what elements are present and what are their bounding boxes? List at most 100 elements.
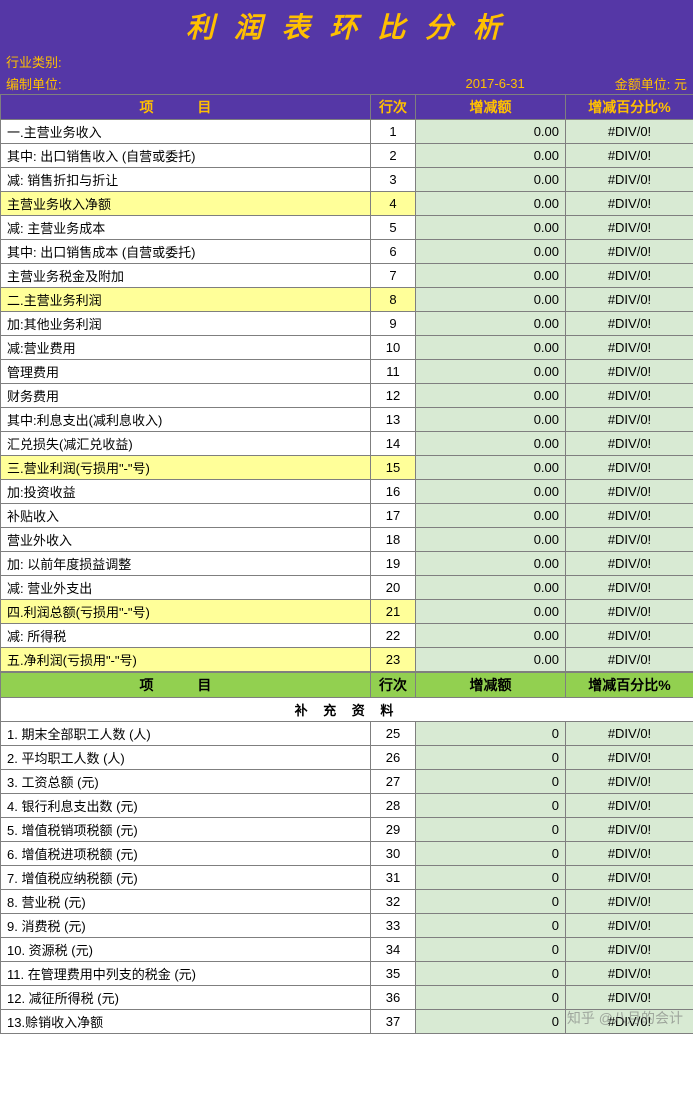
- cell-rowno: 2: [371, 144, 416, 168]
- cell-amount: 0.00: [416, 432, 566, 456]
- sup-hdr-item: 项 目: [1, 673, 371, 698]
- cell-label: 主营业务收入净额: [1, 192, 371, 216]
- cell-pct: #DIV/0!: [566, 648, 693, 672]
- cell-rowno: 35: [371, 962, 416, 986]
- currency-label: 金额单位: 元: [615, 74, 687, 93]
- cell-rowno: 21: [371, 600, 416, 624]
- table-row: 其中:利息支出(减利息收入)130.00#DIV/0!: [1, 408, 693, 432]
- cell-amount: 0.00: [416, 408, 566, 432]
- cell-rowno: 14: [371, 432, 416, 456]
- cell-pct: #DIV/0!: [566, 288, 693, 312]
- cell-amount: 0.00: [416, 552, 566, 576]
- sup-hdr-rowno: 行次: [371, 673, 416, 698]
- cell-pct: #DIV/0!: [566, 384, 693, 408]
- table-row: 加:其他业务利润90.00#DIV/0!: [1, 312, 693, 336]
- cell-pct: #DIV/0!: [566, 216, 693, 240]
- table-row: 减:营业费用100.00#DIV/0!: [1, 336, 693, 360]
- cell-pct: #DIV/0!: [566, 1010, 693, 1034]
- cell-pct: #DIV/0!: [566, 624, 693, 648]
- cell-pct: #DIV/0!: [566, 818, 693, 842]
- cell-label: 1. 期末全部职工人数 (人): [1, 722, 371, 746]
- cell-rowno: 37: [371, 1010, 416, 1034]
- cell-label: 5. 增值税销项税额 (元): [1, 818, 371, 842]
- cell-amount: 0.00: [416, 240, 566, 264]
- cell-amount: 0: [416, 962, 566, 986]
- cell-rowno: 31: [371, 866, 416, 890]
- cell-pct: #DIV/0!: [566, 192, 693, 216]
- cell-rowno: 10: [371, 336, 416, 360]
- supplement-title: 补 充 资 料: [1, 698, 693, 722]
- cell-rowno: 29: [371, 818, 416, 842]
- table-row: 四.利润总额(亏损用"-"号)210.00#DIV/0!: [1, 600, 693, 624]
- cell-label: 7. 增值税应纳税额 (元): [1, 866, 371, 890]
- table-row: 5. 增值税销项税额 (元)290#DIV/0!: [1, 818, 693, 842]
- cell-label: 13.赊销收入净额: [1, 1010, 371, 1034]
- cell-label: 2. 平均职工人数 (人): [1, 746, 371, 770]
- cell-pct: #DIV/0!: [566, 120, 693, 144]
- cell-label: 四.利润总额(亏损用"-"号): [1, 600, 371, 624]
- cell-label: 9. 消费税 (元): [1, 914, 371, 938]
- cell-amount: 0.00: [416, 600, 566, 624]
- table-row: 加:投资收益160.00#DIV/0!: [1, 480, 693, 504]
- cell-amount: 0.00: [416, 216, 566, 240]
- table-row: 财务费用120.00#DIV/0!: [1, 384, 693, 408]
- cell-amount: 0.00: [416, 264, 566, 288]
- cell-rowno: 16: [371, 480, 416, 504]
- cell-amount: 0.00: [416, 648, 566, 672]
- cell-rowno: 3: [371, 168, 416, 192]
- cell-label: 二.主营业务利润: [1, 288, 371, 312]
- cell-rowno: 12: [371, 384, 416, 408]
- cell-pct: #DIV/0!: [566, 746, 693, 770]
- cell-pct: #DIV/0!: [566, 914, 693, 938]
- cell-amount: 0.00: [416, 576, 566, 600]
- cell-pct: #DIV/0!: [566, 576, 693, 600]
- cell-label: 加:投资收益: [1, 480, 371, 504]
- cell-pct: #DIV/0!: [566, 962, 693, 986]
- cell-rowno: 34: [371, 938, 416, 962]
- cell-rowno: 23: [371, 648, 416, 672]
- cell-amount: 0.00: [416, 288, 566, 312]
- cell-pct: #DIV/0!: [566, 938, 693, 962]
- table-row: 汇兑损失(减汇兑收益)140.00#DIV/0!: [1, 432, 693, 456]
- cell-label: 加: 以前年度损益调整: [1, 552, 371, 576]
- cell-rowno: 17: [371, 504, 416, 528]
- cell-amount: 0: [416, 890, 566, 914]
- table-row: 二.主营业务利润80.00#DIV/0!: [1, 288, 693, 312]
- cell-label: 减: 所得税: [1, 624, 371, 648]
- supplement-section: 补 充 资 料 项 目 行次 增减额 增减百分比% 1. 期末全部职工人数 (人…: [0, 672, 693, 1034]
- cell-rowno: 26: [371, 746, 416, 770]
- sup-hdr-pct: 增减百分比%: [566, 673, 693, 698]
- cell-pct: #DIV/0!: [566, 794, 693, 818]
- cell-label: 补贴收入: [1, 504, 371, 528]
- profit-analysis-sheet: 利 润 表 环 比 分 析 行业类别: 编制单位: 2017-6-31 金额单位…: [0, 0, 693, 1034]
- cell-pct: #DIV/0!: [566, 264, 693, 288]
- cell-label: 其中:利息支出(减利息收入): [1, 408, 371, 432]
- cell-label: 财务费用: [1, 384, 371, 408]
- cell-amount: 0.00: [416, 504, 566, 528]
- cell-pct: #DIV/0!: [566, 842, 693, 866]
- cell-label: 营业外收入: [1, 528, 371, 552]
- cell-rowno: 1: [371, 120, 416, 144]
- cell-pct: #DIV/0!: [566, 168, 693, 192]
- cell-label: 8. 营业税 (元): [1, 890, 371, 914]
- cell-amount: 0.00: [416, 624, 566, 648]
- cell-label: 加:其他业务利润: [1, 312, 371, 336]
- table-row: 加: 以前年度损益调整190.00#DIV/0!: [1, 552, 693, 576]
- cell-amount: 0: [416, 842, 566, 866]
- table-row: 一.主营业务收入10.00#DIV/0!: [1, 120, 693, 144]
- cell-amount: 0.00: [416, 336, 566, 360]
- cell-amount: 0.00: [416, 384, 566, 408]
- cell-pct: #DIV/0!: [566, 600, 693, 624]
- hdr-amount: 增减额: [416, 95, 566, 120]
- cell-amount: 0.00: [416, 480, 566, 504]
- table-row: 11. 在管理费用中列支的税金 (元)350#DIV/0!: [1, 962, 693, 986]
- hdr-rowno: 行次: [371, 95, 416, 120]
- cell-pct: #DIV/0!: [566, 240, 693, 264]
- cell-pct: #DIV/0!: [566, 528, 693, 552]
- cell-amount: 0: [416, 986, 566, 1010]
- cell-label: 减:营业费用: [1, 336, 371, 360]
- cell-rowno: 20: [371, 576, 416, 600]
- table-row: 管理费用110.00#DIV/0!: [1, 360, 693, 384]
- cell-amount: 0: [416, 1010, 566, 1034]
- report-date: 2017-6-31: [465, 76, 524, 91]
